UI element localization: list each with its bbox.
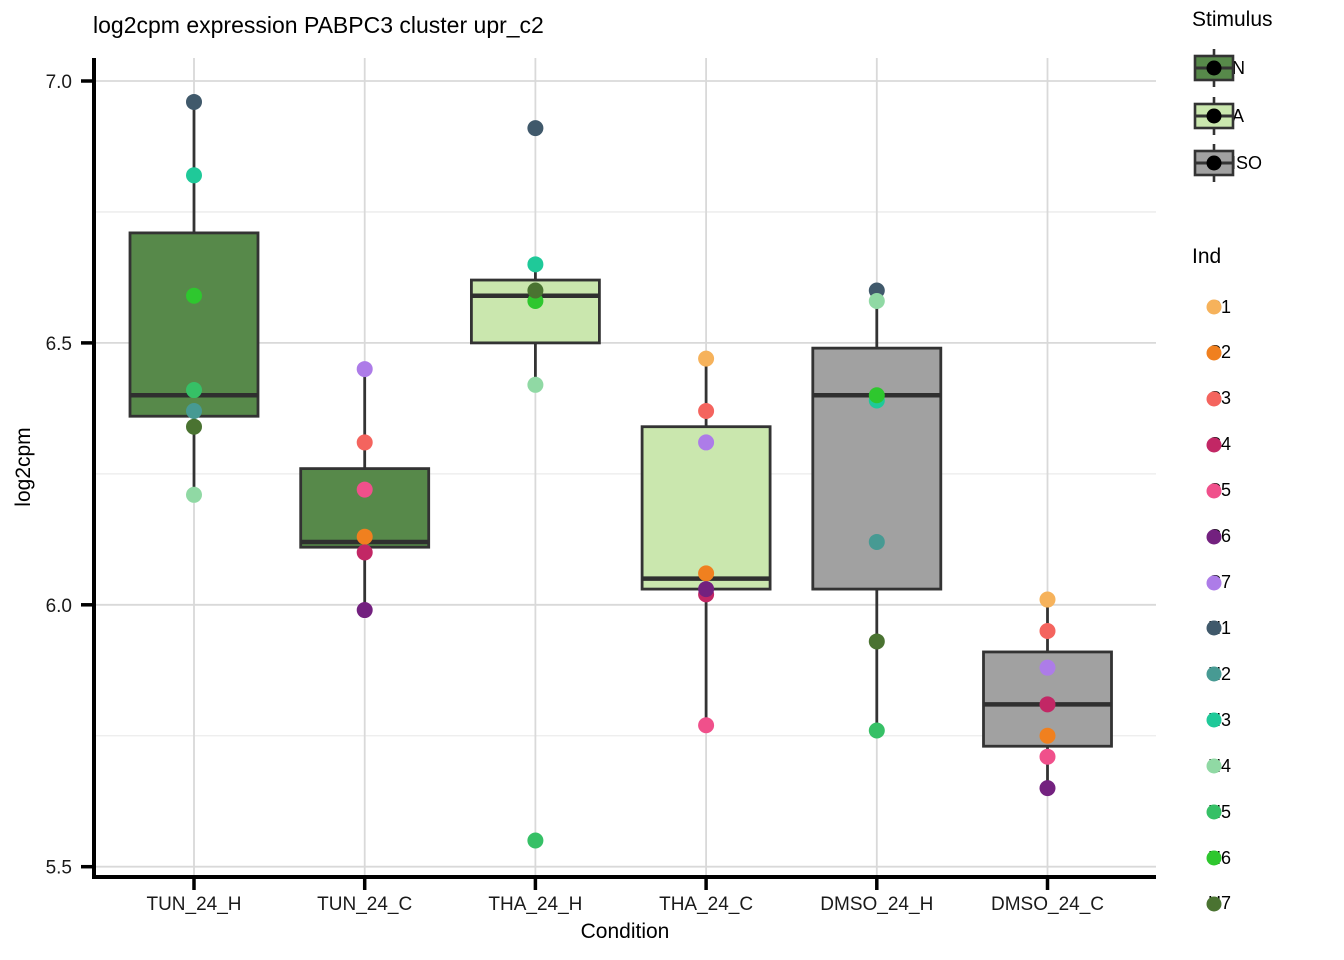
- y-tick-label-5.5: 5.5: [46, 858, 72, 879]
- point-THA_24_C-C1: [698, 350, 715, 367]
- point-DMSO_24_C-C4: [1039, 696, 1056, 713]
- x-tick-label-DMSO_24_C: DMSO_24_C: [991, 894, 1104, 915]
- legend-item-C3: C3: [1192, 378, 1231, 420]
- point-TUN_24_H-H5: [186, 382, 202, 399]
- point-DMSO_24_H-H7: [868, 633, 885, 650]
- dot-key-icon: [1206, 666, 1222, 682]
- point-DMSO_24_C-C2: [1039, 727, 1056, 744]
- point-DMSO_24_C-C1: [1039, 591, 1056, 608]
- point-DMSO_24_H-H5: [868, 722, 885, 739]
- x-tick-label-DMSO_24_H: DMSO_24_H: [820, 894, 933, 915]
- boxplot-key-icon: [1193, 49, 1235, 87]
- box-DMSO_24_H: [811, 346, 943, 591]
- dot-key-icon: [1206, 712, 1222, 728]
- dot-key-icon: [1206, 758, 1222, 774]
- legend-item-H6: H6: [1192, 837, 1231, 879]
- legend-ind-title: Ind: [1192, 245, 1222, 268]
- dot-key-icon: [1206, 529, 1222, 545]
- legend-item-C6: C6: [1192, 516, 1231, 558]
- legend-item-C7: C7: [1192, 562, 1231, 604]
- legend-item-H4: H4: [1192, 745, 1231, 787]
- y-tick-label-6.0: 6.0: [46, 596, 72, 617]
- point-TUN_24_C-C4: [356, 544, 373, 561]
- y-tick-label-7.0: 7.0: [46, 72, 72, 93]
- legend-stimulus-title: Stimulus: [1192, 8, 1273, 31]
- point-THA_24_C-C5: [698, 717, 715, 734]
- dot-key-icon: [1206, 437, 1222, 453]
- point-TUN_24_C-C6: [356, 602, 373, 619]
- point-THA_24_C-C6: [698, 581, 715, 598]
- legend-item-C1: C1: [1192, 286, 1231, 328]
- point-TUN_24_C-C5: [356, 481, 373, 498]
- x-tick-label-TUN_24_H: TUN_24_H: [146, 894, 241, 915]
- point-THA_24_C-C3: [698, 402, 715, 419]
- legend-item-H7: H7: [1192, 883, 1231, 925]
- legend-item-H2: H2: [1192, 653, 1231, 695]
- dot-key-icon: [1206, 391, 1222, 407]
- chart-title: log2cpm expression PABPC3 cluster upr_c2: [93, 12, 544, 38]
- point-TUN_24_H-H6: [186, 287, 202, 304]
- boxplot-key-icon: [1193, 97, 1235, 135]
- point-TUN_24_C-C3: [356, 434, 373, 451]
- legend-item-H5: H5: [1192, 791, 1231, 833]
- legend-item-C4: C4: [1192, 424, 1231, 466]
- legend-item-C2: C2: [1192, 332, 1231, 374]
- point-DMSO_24_H-H4: [868, 292, 885, 309]
- y-axis-title: log2cpm: [12, 427, 35, 507]
- point-DMSO_24_H-H6: [868, 387, 885, 404]
- point-THA_24_H-H1: [527, 120, 544, 137]
- point-DMSO_24_C-C6: [1039, 780, 1056, 797]
- point-TUN_24_H-H1: [186, 93, 202, 110]
- dot-key-icon: [1206, 850, 1222, 866]
- box-THA_24_C: [640, 425, 772, 591]
- x-tick-label-THA_24_H: THA_24_H: [488, 894, 582, 915]
- point-DMSO_24_C-C3: [1039, 622, 1056, 639]
- dot-key-icon: [1206, 620, 1222, 636]
- x-tick-label-THA_24_C: THA_24_C: [659, 894, 753, 915]
- dot-key-icon: [1206, 299, 1222, 315]
- dot-key-icon: [1206, 804, 1222, 820]
- point-THA_24_C-C2: [698, 565, 715, 582]
- point-THA_24_H-H5: [527, 832, 544, 849]
- point-THA_24_H-H7: [527, 282, 544, 299]
- point-DMSO_24_H-H2: [868, 533, 885, 550]
- point-DMSO_24_C-C5: [1039, 748, 1056, 765]
- legend-item-H3: H3: [1192, 699, 1231, 741]
- point-TUN_24_C-C7: [356, 361, 373, 378]
- dot-key-icon: [1206, 483, 1222, 499]
- dot-key-icon: [1206, 896, 1222, 912]
- point-THA_24_C-C7: [698, 434, 715, 451]
- point-TUN_24_H-H7: [186, 418, 202, 435]
- x-tick-label-TUN_24_C: TUN_24_C: [317, 894, 412, 915]
- boxplot-key-icon: [1193, 144, 1235, 182]
- dot-key-icon: [1206, 575, 1222, 591]
- point-TUN_24_H-H4: [186, 486, 202, 503]
- point-TUN_24_C-C2: [356, 528, 373, 545]
- point-THA_24_H-H3: [527, 256, 544, 273]
- legend-item-TUN: TUN: [1192, 47, 1245, 89]
- legend-item-H1: H1: [1192, 607, 1231, 649]
- legend-item-C5: C5: [1192, 470, 1231, 512]
- point-DMSO_24_C-C7: [1039, 659, 1056, 676]
- x-axis-title: Condition: [580, 920, 670, 943]
- dot-key-icon: [1206, 345, 1222, 361]
- legend-item-THA: THA: [1192, 95, 1244, 137]
- point-TUN_24_H-H3: [186, 167, 202, 184]
- point-THA_24_H-H4: [527, 376, 544, 393]
- point-TUN_24_H-H2: [186, 402, 202, 419]
- y-tick-label-6.5: 6.5: [46, 334, 72, 355]
- legend-item-DMSO: DMSO: [1192, 142, 1262, 184]
